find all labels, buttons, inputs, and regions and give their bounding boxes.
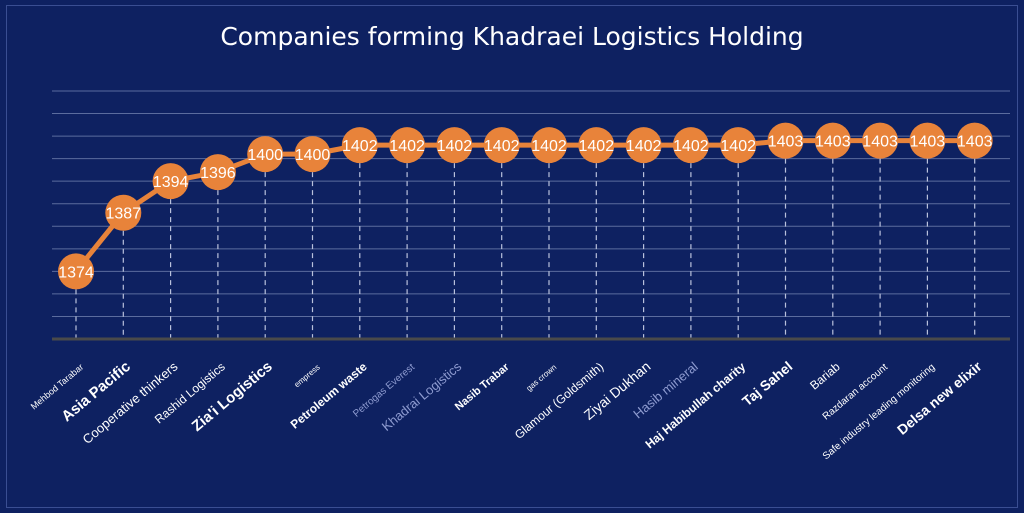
category-label: Petroleum waste xyxy=(288,359,370,431)
data-label: 1403 xyxy=(957,134,993,151)
data-label: 1402 xyxy=(342,138,378,155)
data-point xyxy=(152,163,189,200)
data-point xyxy=(625,127,662,164)
data-point xyxy=(531,127,567,164)
data-point xyxy=(294,136,331,173)
data-point xyxy=(105,194,142,231)
data-label: 1387 xyxy=(106,206,142,223)
data-label: 1403 xyxy=(910,134,946,151)
category-label: Bariab xyxy=(807,359,843,392)
data-point xyxy=(436,127,473,164)
data-point xyxy=(199,154,236,191)
data-label: 1402 xyxy=(484,138,520,155)
data-label: 1402 xyxy=(579,138,615,155)
data-point xyxy=(862,122,899,159)
data-label: 1394 xyxy=(153,174,189,191)
data-label: 1400 xyxy=(247,147,283,164)
category-label: empress xyxy=(292,363,321,390)
data-label: 1374 xyxy=(58,264,94,281)
data-label: 1402 xyxy=(673,138,709,155)
data-point xyxy=(956,122,993,159)
data-point xyxy=(720,127,757,164)
category-label: Delsa new elixir xyxy=(894,358,985,438)
data-point xyxy=(909,122,946,159)
data-label: 1402 xyxy=(437,138,473,155)
category-label: Zia'i Logistics xyxy=(189,358,276,435)
data-point xyxy=(672,127,709,164)
data-label: 1403 xyxy=(815,134,851,151)
category-label: gas crown xyxy=(525,363,559,393)
data-label: 1403 xyxy=(862,134,898,151)
data-point xyxy=(483,127,520,164)
data-label: 1402 xyxy=(389,138,425,155)
data-point xyxy=(247,136,284,173)
category-label: Taj Sahel xyxy=(739,358,796,409)
data-label: 1400 xyxy=(295,147,331,164)
data-point xyxy=(341,127,378,164)
data-point xyxy=(767,122,804,159)
data-point xyxy=(814,122,851,159)
data-label: 1402 xyxy=(531,138,567,155)
data-label: 1402 xyxy=(626,138,662,155)
chart-title: Companies forming Khadraei Logistics Hol… xyxy=(220,22,804,51)
category-label: Khadrai Logistics xyxy=(379,358,465,433)
data-point xyxy=(389,127,426,164)
data-label: 1402 xyxy=(720,138,756,155)
data-point xyxy=(58,253,94,290)
chart-frame xyxy=(6,5,1018,508)
data-point xyxy=(578,127,615,164)
data-label: 1403 xyxy=(768,134,804,151)
data-label: 1396 xyxy=(200,165,236,182)
